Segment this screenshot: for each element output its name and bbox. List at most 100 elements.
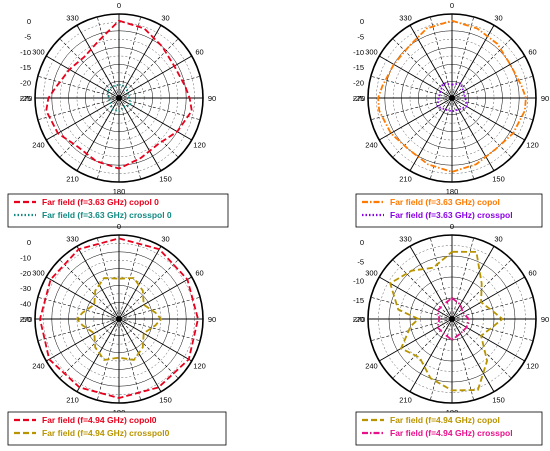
angle-tick-label: 270 [353, 94, 366, 103]
radial-tick-label: -15 [353, 63, 364, 72]
legend-box [355, 193, 543, 228]
radial-tick-label: -20 [353, 79, 364, 88]
grid-spoke [451, 75, 534, 99]
radial-tick-label: -5 [24, 32, 31, 41]
grid-spoke [46, 318, 120, 362]
legend-label-1: Far field (f=4.94 GHz) copol0 [42, 415, 157, 425]
radial-tick-label: -10 [353, 48, 364, 57]
legend-label-2: Far field (f=3.63 GHz) crosspol [390, 210, 513, 220]
radial-tick-label: -5 [357, 257, 364, 266]
radial-tick-label: -20 [20, 269, 31, 278]
angle-tick-label: 150 [492, 396, 505, 405]
grid-spoke [59, 97, 120, 158]
angle-tick-label: 330 [66, 234, 79, 243]
grid-spoke [451, 318, 512, 379]
grid-spoke [451, 318, 495, 392]
angle-tick-label: 0 [450, 1, 454, 10]
grid-spoke [46, 276, 120, 320]
grid-spoke [118, 97, 179, 158]
grid-spoke [392, 259, 453, 320]
angle-tick-label: 270 [20, 94, 33, 103]
legend-label-1: Far field (f=4.94 GHz) copol [390, 415, 500, 425]
series-trace-2 [106, 83, 132, 113]
grid-spoke [59, 38, 120, 99]
grid-spoke [76, 246, 120, 320]
legend-label-1: Far field (f=3.63 GHz) copol [390, 197, 500, 207]
grid-spoke [370, 97, 453, 121]
radial-tick-label: -10 [20, 48, 31, 57]
grid-spoke [392, 318, 453, 379]
angle-tick-label: 120 [526, 141, 539, 150]
angle-tick-label: 0 [117, 1, 121, 10]
series-trace-2 [436, 82, 468, 113]
angle-tick-label: 60 [528, 48, 536, 57]
grid-spoke [409, 97, 453, 171]
grid-spoke [96, 97, 120, 180]
grid-spoke [118, 97, 201, 121]
polar-chart-4: 03060901201501802102402703003300-5-10-15… [353, 222, 549, 417]
grid-spoke [37, 97, 120, 121]
grid-spoke [370, 318, 453, 342]
angle-tick-label: 240 [32, 362, 45, 371]
grid-spoke [118, 38, 179, 99]
angle-tick-label: 210 [399, 396, 412, 405]
angle-tick-label: 270 [353, 315, 366, 324]
angle-tick-label: 90 [208, 94, 216, 103]
grid-spoke [118, 246, 162, 320]
grid-spoke [429, 318, 453, 401]
angle-tick-label: 120 [526, 362, 539, 371]
legend-label-2: Far field (f=4.94 GHz) crosspol [390, 428, 513, 438]
legend-2: Far field (f=3.63 GHz) copol Far field (f… [355, 193, 543, 228]
grid-spoke [118, 318, 201, 342]
radial-tick-label: 0 [27, 238, 31, 247]
grid-spoke [451, 38, 512, 99]
legend-label-2: Far field (f=3.63 GHz) crosspol 0 [42, 210, 172, 220]
grid-spoke [118, 16, 142, 99]
grid-spoke [59, 259, 120, 320]
angle-tick-label: 120 [193, 362, 206, 371]
grid-spoke [59, 318, 120, 379]
angle-tick-label: 180 [446, 187, 459, 196]
grid-spoke [46, 55, 120, 99]
grid-spoke [451, 97, 475, 180]
grid-spoke [451, 25, 495, 99]
grid-spoke [76, 25, 120, 99]
angle-tick-label: 240 [365, 141, 378, 150]
grid-spoke [118, 259, 179, 320]
grid-spoke [409, 246, 453, 320]
grid-spoke [451, 318, 525, 362]
legend-4: Far field (f=4.94 GHz) copol Far field (f… [355, 411, 543, 446]
grid-spoke [370, 296, 453, 320]
grid-spoke [379, 55, 453, 99]
angle-tick-label: 180 [113, 187, 126, 196]
legend-box [7, 411, 227, 446]
grid-spoke [451, 318, 534, 342]
angle-tick-label: 90 [541, 94, 549, 103]
angle-tick-label: 330 [66, 13, 79, 22]
legend-box [7, 193, 229, 228]
angle-tick-label: 60 [195, 48, 203, 57]
angle-tick-label: 240 [32, 141, 45, 150]
legend-label-2: Far field (f=4.94 GHz) crosspol0 [42, 428, 170, 438]
grid-spoke [409, 318, 453, 392]
radial-tick-label: -25 [20, 94, 31, 103]
grid-spoke [451, 97, 534, 121]
radial-tick-label: -20 [20, 79, 31, 88]
radial-tick-label: -15 [353, 296, 364, 305]
angle-tick-label: 30 [494, 13, 502, 22]
angle-tick-label: 150 [492, 175, 505, 184]
grid-spoke [451, 276, 525, 320]
angle-tick-label: 210 [399, 175, 412, 184]
legend-label-1: Far field (f=3.63 GHz) copol 0 [42, 197, 159, 207]
angle-tick-label: 300 [32, 48, 45, 57]
grid-spoke [379, 318, 453, 362]
grid-spoke [451, 296, 534, 320]
legend-box [355, 411, 543, 446]
series-trace-1 [39, 237, 199, 399]
angle-tick-label: 0 [450, 222, 454, 231]
grid-spoke [451, 16, 475, 99]
angle-tick-label: 60 [195, 269, 203, 278]
radial-tick-label: -10 [353, 277, 364, 286]
radial-tick-label: -25 [353, 94, 364, 103]
